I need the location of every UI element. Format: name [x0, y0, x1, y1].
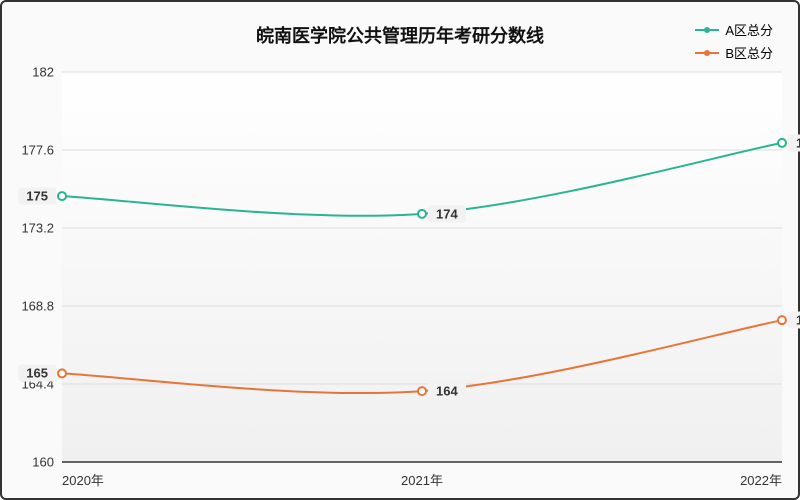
y-tick-label: 177.6	[21, 143, 62, 158]
legend: A区总分 B区总分	[695, 20, 773, 66]
legend-label: A区总分	[725, 20, 773, 39]
legend-item-a: A区总分	[695, 20, 773, 39]
legend-swatch	[695, 29, 719, 31]
legend-swatch	[695, 52, 719, 54]
value-label: 175	[18, 188, 56, 205]
legend-label: B区总分	[725, 43, 773, 62]
series-line-a	[62, 143, 782, 216]
series-line-b	[62, 320, 782, 393]
value-label: 178	[788, 134, 800, 151]
value-label: 164	[428, 383, 466, 400]
data-marker	[58, 192, 66, 200]
x-tick-label: 2020年	[62, 462, 104, 489]
x-tick-label: 2021年	[401, 462, 443, 489]
y-tick-label: 173.2	[21, 221, 62, 236]
value-label: 174	[428, 205, 466, 222]
x-tick-label: 2022年	[740, 462, 782, 489]
y-tick-label: 168.8	[21, 299, 62, 314]
y-tick-label: 182	[32, 65, 62, 80]
plot-area: 160164.4168.8173.2177.61822020年2021年2022…	[62, 72, 782, 462]
data-marker	[418, 387, 426, 395]
data-marker	[418, 210, 426, 218]
plot-svg	[62, 72, 782, 462]
chart-title: 皖南医学院公共管理历年考研分数线	[2, 22, 798, 48]
chart-container: 皖南医学院公共管理历年考研分数线 A区总分 B区总分 160164.4168.81…	[0, 0, 800, 500]
value-label: 165	[18, 365, 56, 382]
value-label: 168	[788, 312, 800, 329]
data-marker	[778, 139, 786, 147]
data-marker	[778, 316, 786, 324]
legend-item-b: B区总分	[695, 43, 773, 62]
y-tick-label: 160	[32, 455, 62, 470]
